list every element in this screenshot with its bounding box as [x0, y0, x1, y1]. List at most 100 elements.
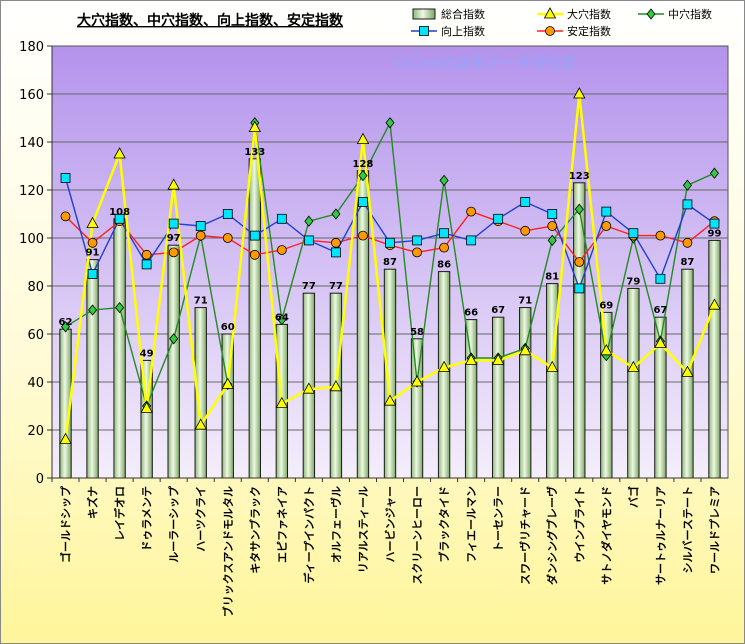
- series-point: [331, 237, 341, 248]
- series-point: [61, 321, 71, 333]
- y-tick-label: 0: [36, 472, 44, 487]
- y-tick-label: 120: [19, 184, 44, 199]
- x-tick-label: シルバーステート: [681, 486, 694, 573]
- series-point: [520, 225, 531, 236]
- y-tick-label: 180: [19, 40, 44, 55]
- series-point: [601, 206, 612, 217]
- legend-marker: [543, 7, 557, 19]
- bar: [627, 287, 640, 479]
- series-point: [520, 197, 531, 207]
- bar-data-label: 58: [410, 327, 424, 338]
- bar: [410, 338, 424, 479]
- bar-data-label: 71: [194, 296, 208, 307]
- series-point: [356, 132, 370, 145]
- bar: [356, 170, 370, 479]
- series-point: [222, 209, 233, 219]
- x-tick-label: ハーツクライ: [195, 486, 208, 552]
- series-point: [546, 360, 559, 373]
- series-point: [60, 173, 71, 183]
- series-point: [59, 432, 72, 445]
- series-point: [681, 365, 694, 377]
- bar-data-label: 99: [708, 228, 722, 239]
- series-point: [439, 174, 449, 187]
- series-point: [115, 301, 125, 314]
- bar-data-label: 91: [86, 248, 100, 259]
- series-point: [302, 382, 316, 394]
- x-tick-label: スクリーンヒーロー: [411, 486, 424, 584]
- y-tick-label: 20: [27, 424, 44, 439]
- bar: [86, 259, 99, 479]
- series-point: [358, 169, 368, 182]
- bar-data-label: 64: [275, 312, 289, 323]
- series-point: [276, 213, 287, 224]
- series-point: [331, 247, 341, 258]
- bar-data-label: 77: [329, 281, 343, 292]
- series-point: [439, 242, 449, 253]
- series-point: [222, 233, 233, 243]
- x-tick-label: バゴ: [626, 486, 640, 508]
- series-point: [329, 379, 343, 392]
- axes: 0 20 40 60 80 100 120 140 160 180 ゴールドシップ キズナ レイデオロド…: [19, 40, 728, 617]
- x-tick-label: キズナ: [86, 486, 100, 519]
- series-point: [708, 298, 721, 310]
- x-tick-label: エピファネイア: [276, 486, 289, 563]
- series-point: [168, 247, 179, 258]
- bar-data-label: 62: [59, 317, 73, 328]
- legend-label: 安定指数: [567, 24, 611, 38]
- legend-label: 向上指数: [441, 24, 485, 38]
- bar-data-label: 49: [140, 348, 154, 359]
- series-point: [86, 216, 99, 229]
- series-point: [491, 353, 505, 365]
- series-point: [655, 230, 666, 241]
- x-tick-label: ハービンジャー: [383, 486, 397, 562]
- legend-label: 中穴指数: [668, 7, 712, 21]
- series-point: [195, 230, 206, 241]
- x-tick-label: ドゥラメンテ: [141, 486, 154, 552]
- bar-data-label: 81: [545, 272, 559, 283]
- series-point: [113, 147, 126, 159]
- y-tick-label: 80: [27, 280, 44, 295]
- series-point: [412, 247, 422, 258]
- series-point: [627, 360, 640, 373]
- legend-label: 大穴指数: [567, 7, 611, 21]
- series-point: [574, 203, 584, 215]
- series-point: [493, 213, 504, 224]
- x-tick-label: ルーラーシップ: [167, 485, 181, 563]
- series-point: [277, 313, 287, 326]
- x-tick-label: オルフェーヴル: [329, 486, 343, 563]
- series-point: [358, 230, 368, 241]
- legend-swatch: [412, 8, 436, 20]
- series-lines: [59, 87, 721, 445]
- bar: [464, 319, 478, 479]
- series-point: [276, 245, 287, 255]
- series-point: [385, 237, 395, 248]
- bar-data-label: 87: [680, 257, 694, 268]
- x-tick-label: ゴールドシップ: [59, 485, 73, 563]
- series-point: [60, 211, 71, 222]
- series-point: [331, 208, 341, 220]
- bar: [491, 316, 505, 479]
- y-tick-label: 100: [19, 232, 44, 247]
- series-point: [249, 230, 260, 241]
- watermark: ©Caniの競馬データ研究室: [392, 54, 575, 72]
- series-point: [412, 235, 422, 246]
- x-tick-label: ワールドプレミア: [707, 486, 721, 574]
- x-tick-label: ブリックスアンドモルタル: [221, 486, 235, 617]
- bar-data-label: 97: [167, 233, 181, 244]
- y-tick-label: 140: [19, 136, 44, 151]
- x-tick-label: サトノダイヤモンド: [599, 486, 613, 585]
- series-point: [519, 343, 532, 356]
- bar-data-label: 86: [437, 260, 451, 271]
- series-point: [141, 259, 152, 270]
- series-point: [628, 228, 639, 239]
- x-tick-label: ディープインパクト: [302, 486, 316, 584]
- bar-data-label: 66: [464, 308, 478, 319]
- series-point: [654, 336, 667, 349]
- series-point: [114, 213, 125, 224]
- series-point: [358, 197, 368, 207]
- chart-title: 大穴指数、中穴指数、向上指数、安定指数: [77, 12, 344, 29]
- y-tick-label: 40: [27, 376, 44, 391]
